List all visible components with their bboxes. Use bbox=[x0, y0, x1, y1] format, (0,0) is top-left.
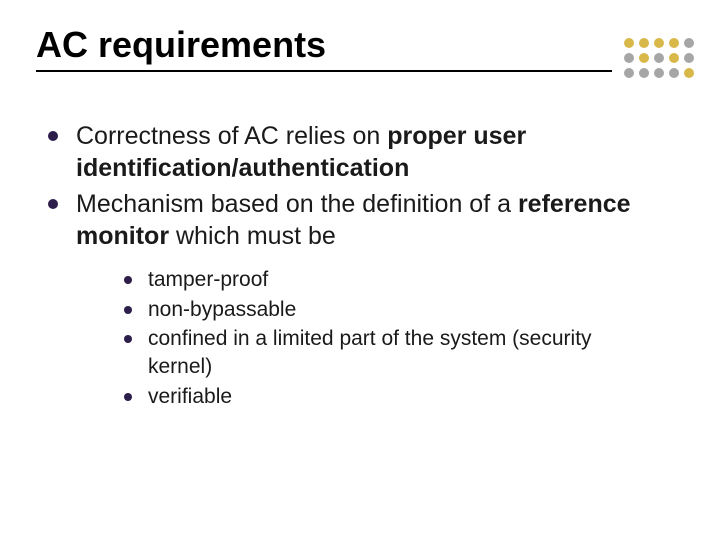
decorative-dot bbox=[639, 68, 649, 78]
decorative-dot bbox=[639, 53, 649, 63]
bullet-item: Correctness of AC relies on proper user … bbox=[40, 120, 660, 184]
slide-title: AC requirements bbox=[36, 24, 612, 66]
bullet-list-level1: Correctness of AC relies on proper user … bbox=[40, 120, 660, 411]
sub-bullet-text: tamper-proof bbox=[148, 268, 268, 291]
bullet-list-level2: tamper-proof non-bypassable confined in … bbox=[76, 266, 660, 411]
bullet-text: which must be bbox=[169, 222, 336, 250]
decorative-dot bbox=[684, 53, 694, 63]
bullet-text: Mechanism based on the definition of a bbox=[76, 190, 518, 218]
decorative-dot bbox=[684, 38, 694, 48]
decorative-dot bbox=[639, 38, 649, 48]
decorative-dot bbox=[654, 38, 664, 48]
decorative-dot bbox=[669, 68, 679, 78]
decorative-dot bbox=[669, 38, 679, 48]
sub-bullet-text: verifiable bbox=[148, 385, 232, 408]
sub-bullet-item: tamper-proof bbox=[76, 266, 660, 294]
sub-bullet-text: confined in a limited part of the system… bbox=[148, 327, 592, 378]
decorative-dot bbox=[624, 38, 634, 48]
slide: AC requirements Correctness of AC relies… bbox=[0, 0, 720, 540]
decorative-dot bbox=[684, 68, 694, 78]
title-underline bbox=[36, 70, 612, 72]
sub-bullet-text: non-bypassable bbox=[148, 298, 296, 321]
sub-bullet-item: non-bypassable bbox=[76, 296, 660, 324]
bullet-text: Correctness of AC relies on bbox=[76, 122, 387, 150]
slide-body: Correctness of AC relies on proper user … bbox=[40, 120, 660, 415]
decorative-dot bbox=[654, 68, 664, 78]
sub-bullet-item: verifiable bbox=[76, 383, 660, 411]
title-block: AC requirements bbox=[36, 24, 612, 72]
decorative-dot-grid bbox=[624, 38, 696, 80]
decorative-dot bbox=[624, 53, 634, 63]
sub-bullet-item: confined in a limited part of the system… bbox=[76, 325, 660, 380]
decorative-dot bbox=[624, 68, 634, 78]
bullet-item: Mechanism based on the definition of a r… bbox=[40, 188, 660, 411]
decorative-dot bbox=[669, 53, 679, 63]
decorative-dot bbox=[654, 53, 664, 63]
